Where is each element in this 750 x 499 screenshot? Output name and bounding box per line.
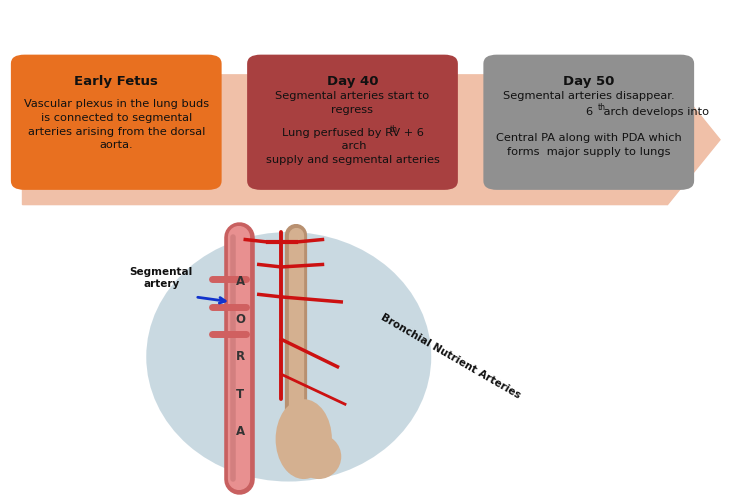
Text: Segmental arteries start to
regress: Segmental arteries start to regress [275,91,430,115]
Text: th: th [389,125,398,134]
Text: arch
supply and segmental arteries: arch supply and segmental arteries [266,141,440,165]
Text: Day 40: Day 40 [327,75,378,88]
Text: R: R [236,350,244,363]
FancyBboxPatch shape [484,55,694,190]
Text: Lung perfused by RV + 6: Lung perfused by RV + 6 [281,128,424,139]
FancyBboxPatch shape [247,55,458,190]
Text: T: T [236,388,244,401]
Text: Central PA along with PDA which
forms  major supply to lungs: Central PA along with PDA which forms ma… [496,133,682,157]
Text: arch develops into: arch develops into [600,107,709,117]
Text: O: O [235,313,245,326]
Text: 6: 6 [585,107,592,117]
FancyArrow shape [22,75,720,205]
Ellipse shape [276,399,332,479]
Text: Day 50: Day 50 [563,75,614,88]
Text: Early Fetus: Early Fetus [74,75,158,88]
Text: Vascular plexus in the lung buds
is connected to segmental
arteries arising from: Vascular plexus in the lung buds is conn… [24,99,209,150]
Text: Bronchial Nutrient Arteries: Bronchial Nutrient Arteries [379,312,522,401]
Text: Segmental arteries disappear.: Segmental arteries disappear. [503,91,674,101]
Ellipse shape [296,434,341,479]
FancyBboxPatch shape [11,55,222,190]
Text: A: A [236,425,244,438]
Text: Segmental
artery: Segmental artery [130,267,193,289]
Text: th: th [598,103,606,112]
Text: A: A [236,275,244,288]
Ellipse shape [146,232,431,482]
